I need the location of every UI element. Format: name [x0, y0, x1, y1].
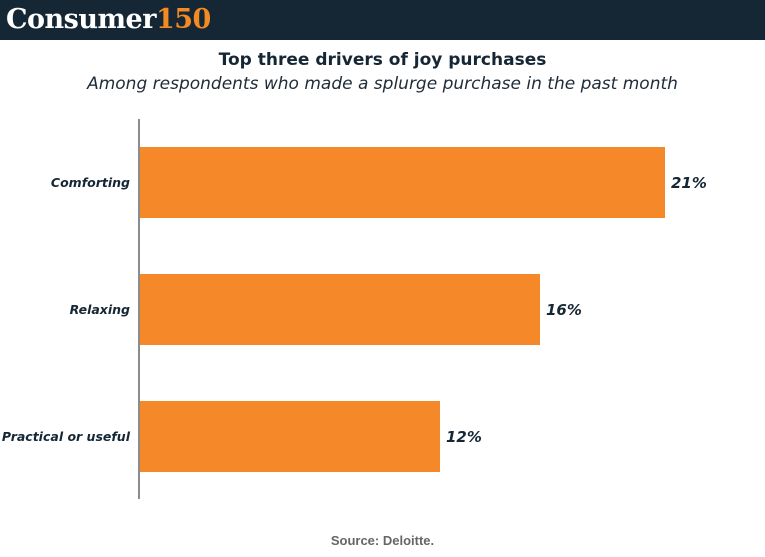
source-note: Source: Deloitte.	[330, 533, 435, 548]
brand-logo: Consumer150	[6, 1, 211, 39]
brand-name: Consumer	[6, 4, 156, 35]
value-label-relaxing: 16%	[546, 301, 582, 319]
bar-practical-or-useful	[140, 401, 440, 472]
brand-number: 150	[155, 4, 211, 35]
value-label-comforting: 21%	[671, 174, 707, 192]
category-label-relaxing: Relaxing	[70, 302, 130, 317]
chart-title: Top three drivers of joy purchases	[218, 50, 547, 70]
value-label-practical-or-useful: 12%	[446, 428, 482, 446]
category-label-practical-or-useful: Practical or useful	[2, 429, 131, 444]
brand-header: Consumer150	[0, 0, 765, 40]
bar-comforting	[140, 147, 665, 218]
bar-relaxing	[140, 274, 540, 345]
category-label-comforting: Comforting	[51, 175, 130, 190]
chart-subtitle: Among respondents who made a splurge pur…	[87, 74, 678, 94]
